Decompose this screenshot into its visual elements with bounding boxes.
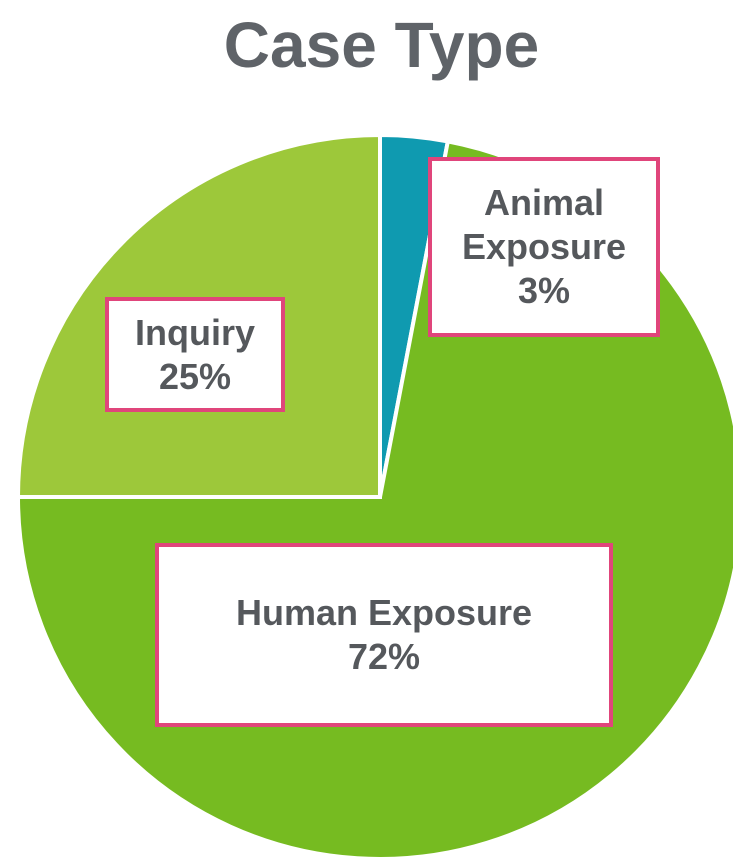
data-label: Human Exposure 72%: [155, 543, 613, 727]
value-label: 25%: [158, 355, 232, 397]
chart-title: Case Type: [223, 9, 540, 81]
data-label: Inquiry 25%: [105, 297, 285, 412]
value-label: 72%: [347, 636, 421, 677]
category-label: Animal Exposure: [461, 182, 627, 267]
value-label: 3%: [517, 270, 571, 311]
category-label: Inquiry: [134, 311, 255, 353]
category-label: Human Exposure: [235, 592, 533, 633]
data-label: Animal Exposure 3%: [428, 157, 660, 337]
